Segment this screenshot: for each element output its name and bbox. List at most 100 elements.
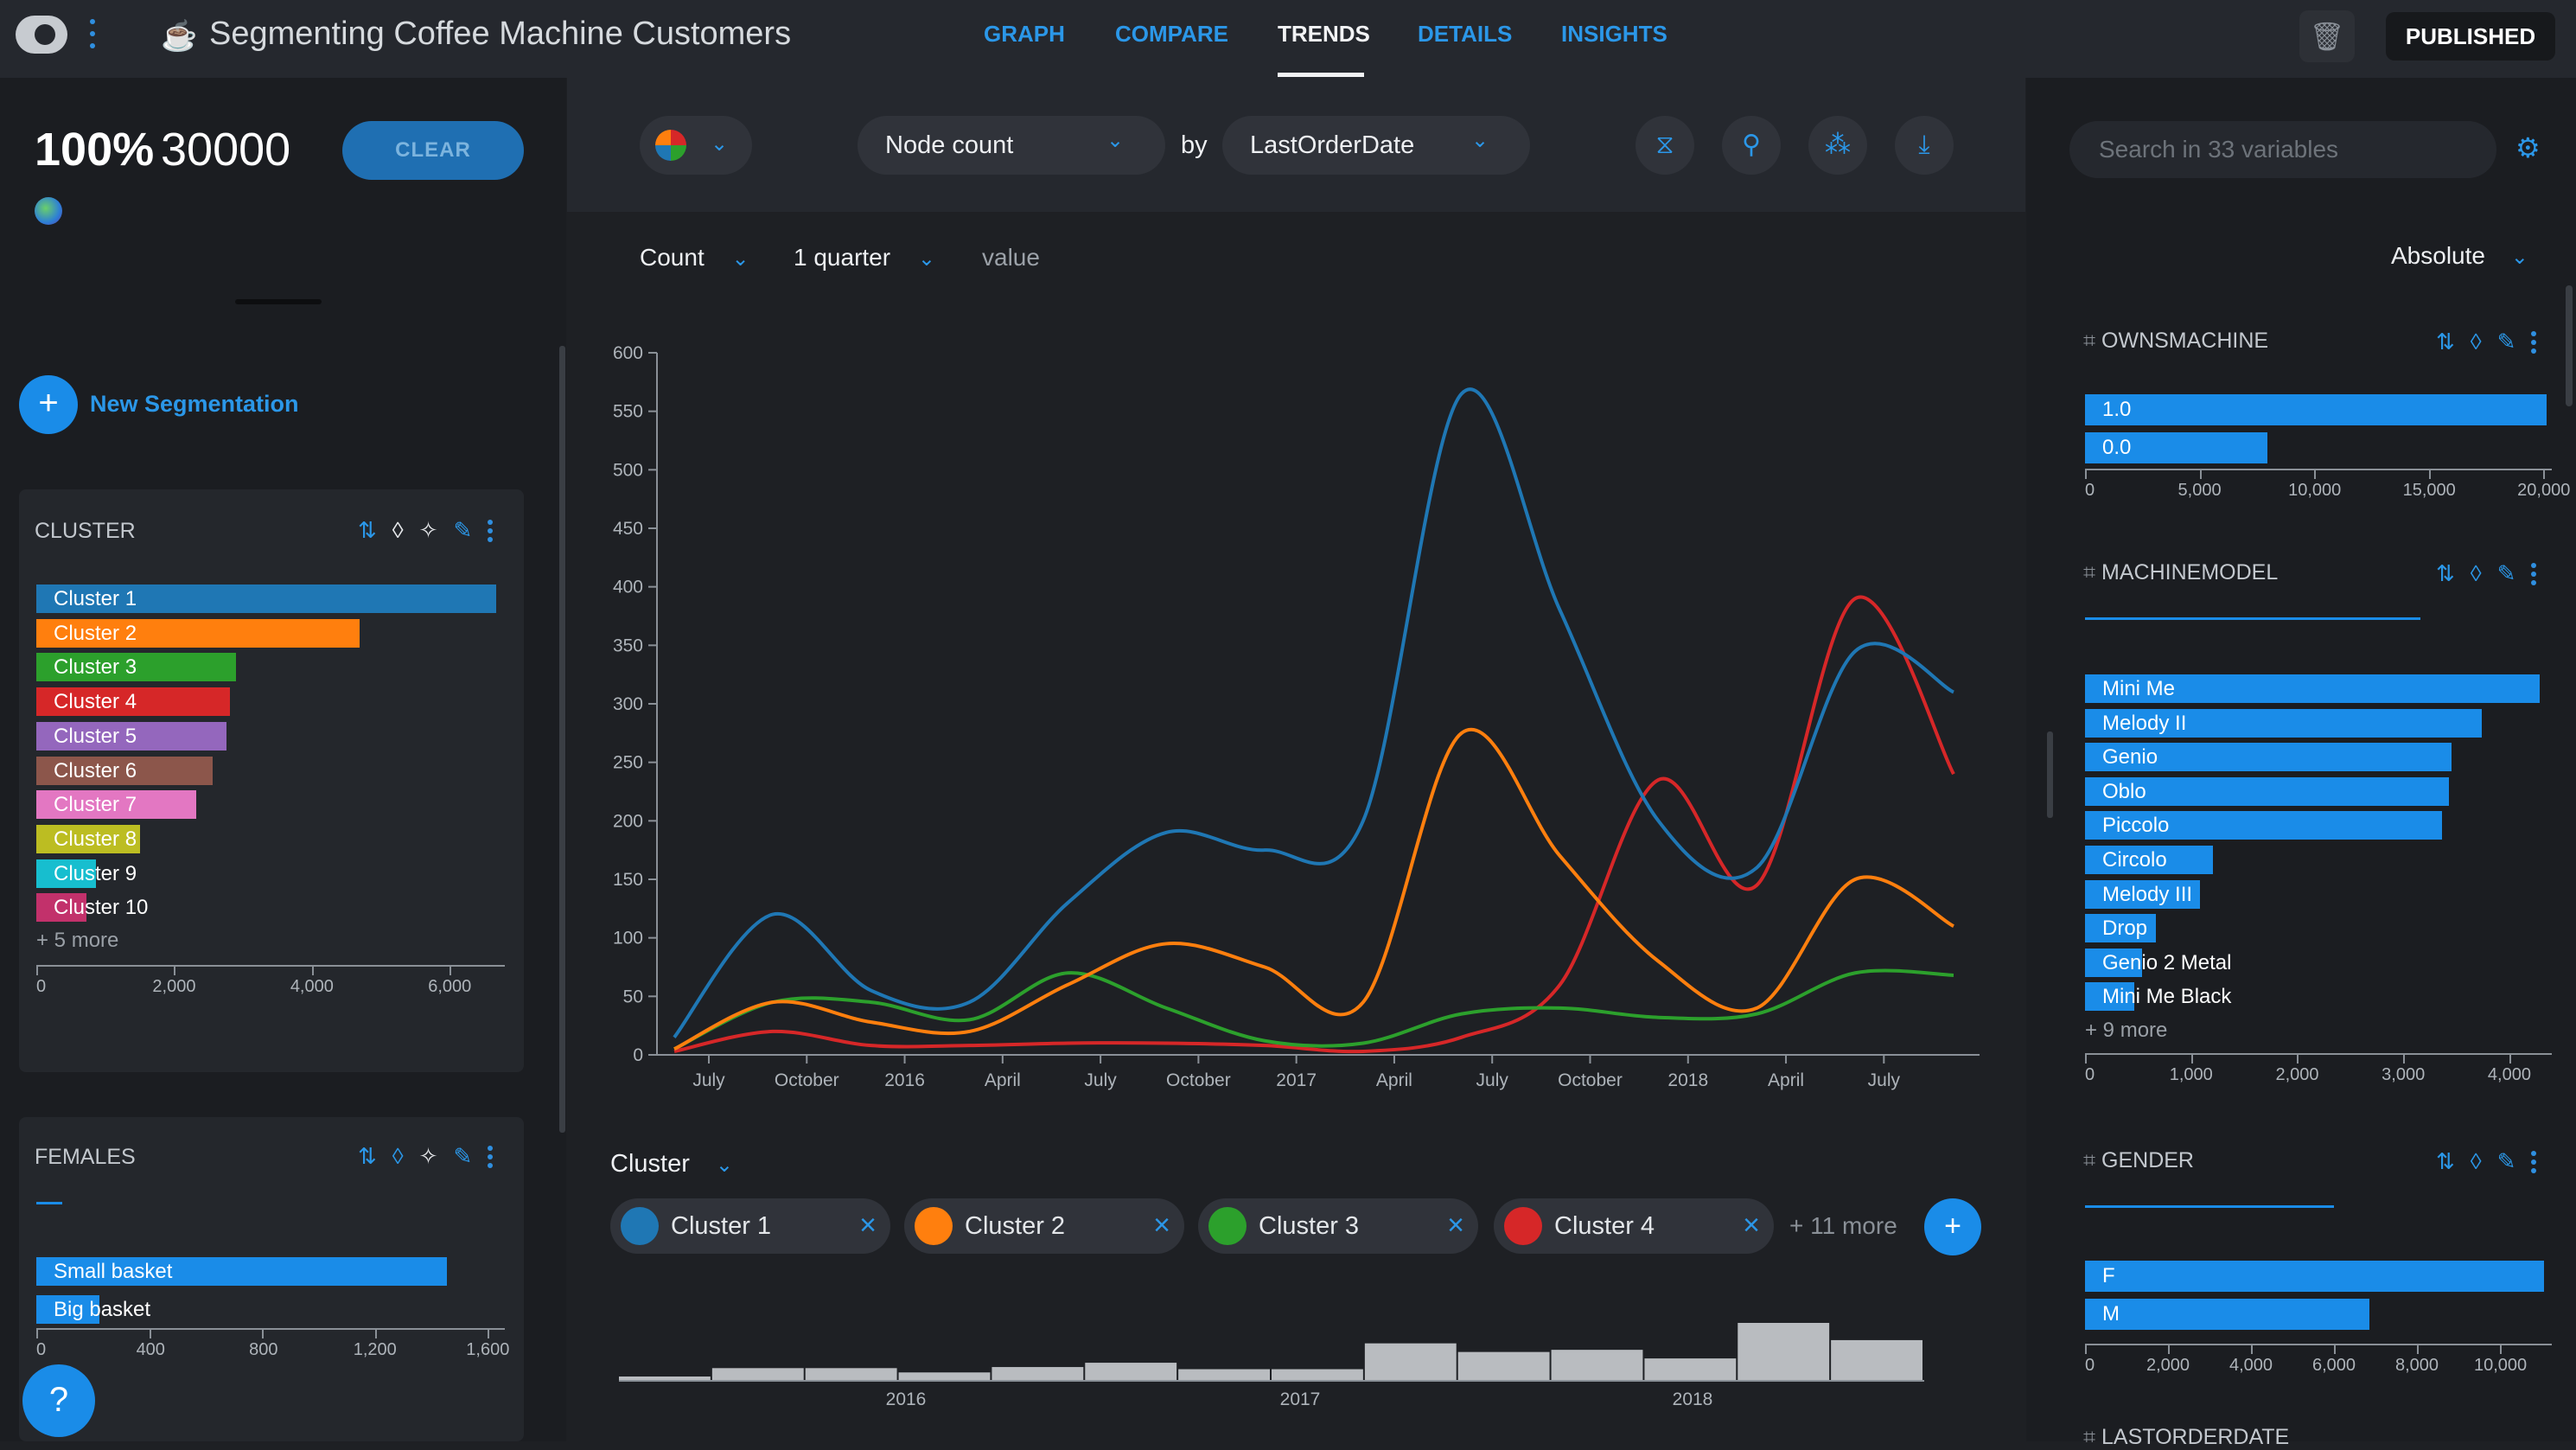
panel-resize-handle[interactable]	[235, 299, 322, 304]
active-tab-indicator	[1278, 73, 1364, 77]
edit-icon[interactable]: ✎	[453, 1143, 473, 1169]
cluster-bar[interactable]: Cluster 2	[36, 618, 360, 648]
more-options-icon[interactable]	[2531, 1150, 2537, 1173]
app-logo-icon[interactable]	[16, 16, 67, 54]
more-options-icon[interactable]	[2531, 330, 2537, 354]
color-drop-icon[interactable]: ◊	[2470, 329, 2482, 355]
close-icon[interactable]: ×	[1153, 1209, 1170, 1242]
left-panel-scrollbar[interactable]	[559, 346, 565, 1133]
pin-icon[interactable]: ✧	[418, 1143, 438, 1169]
machinemodel-bar[interactable]: Mini Me Black	[2085, 982, 2231, 1012]
x-tick-label: April	[1376, 1070, 1412, 1090]
sort-icon[interactable]: ⇅	[358, 517, 377, 543]
legend-chip-cluster-4[interactable]: Cluster 4 ×	[1494, 1198, 1774, 1254]
machinemodel-bar[interactable]: Circolo	[2085, 846, 2213, 874]
machinemodel-bar[interactable]: Drop	[2085, 914, 2156, 943]
trend-sparkle-icon[interactable]: ⁂	[1808, 116, 1867, 175]
sort-icon[interactable]: ⇅	[2436, 329, 2455, 355]
tab-compare[interactable]: COMPARE	[1115, 21, 1228, 47]
gender-axis-ticks: 0 2,000 4,000 6,000 8,000 10,000	[2085, 1345, 2552, 1380]
gear-icon[interactable]: ⚙	[2515, 132, 2541, 163]
chevron-down-icon: ⌄	[1471, 129, 1489, 152]
tab-insights[interactable]: INSIGHTS	[1561, 21, 1667, 47]
sort-icon[interactable]: ⇅	[2436, 560, 2455, 586]
machinemodel-bar[interactable]: Genio	[2085, 743, 2452, 772]
machinemodel-bar[interactable]: Mini Me	[2085, 674, 2541, 703]
machinemodel-bar[interactable]: Melody III	[2085, 879, 2200, 909]
cluster-more-link[interactable]: + 5 more	[36, 929, 119, 952]
machinemodel-bar[interactable]: Piccolo	[2085, 811, 2442, 840]
color-drop-icon[interactable]: ◊	[2470, 560, 2482, 586]
ownsmachine-bar[interactable]: 0.0	[2085, 432, 2268, 463]
help-button[interactable]: ?	[22, 1364, 95, 1437]
variable-search-input[interactable]: Search in 33 variables	[2069, 121, 2496, 178]
edit-icon[interactable]: ✎	[2496, 1148, 2516, 1174]
aggregation-dropdown[interactable]: Count ⌄	[640, 244, 749, 271]
cluster-bar[interactable]: Cluster 8	[36, 824, 140, 853]
panel-resize-handle[interactable]	[2047, 731, 2053, 818]
trend-line-chart[interactable]: 0 50 100 150 200 250 300 350 400 450 500 550 600 July…	[567, 320, 2025, 1098]
cluster-bar[interactable]: Cluster 7	[36, 790, 197, 820]
edit-icon[interactable]: ✎	[453, 517, 473, 543]
metric-dropdown[interactable]: Node count ⌄	[858, 116, 1165, 175]
cluster-bar[interactable]: Cluster 5	[36, 721, 226, 751]
more-options-icon[interactable]	[488, 1145, 494, 1168]
cluster-bar[interactable]: Cluster 10	[36, 893, 148, 923]
published-button[interactable]: PUBLISHED	[2386, 12, 2555, 61]
females-bar[interactable]: Big basket	[36, 1295, 150, 1324]
cluster-bar[interactable]: Cluster 9	[36, 859, 137, 888]
females-bar[interactable]: Small basket	[36, 1257, 448, 1286]
color-palette-icon[interactable]	[35, 197, 62, 225]
cluster-bar[interactable]: Cluster 4	[36, 687, 230, 717]
new-segmentation-plus-icon[interactable]: +	[19, 375, 78, 434]
download-icon[interactable]: ⤓	[1895, 116, 1954, 175]
mode-dropdown[interactable]: Absolute ⌄	[2391, 242, 2528, 270]
pin-marker-icon[interactable]: ⚲	[1722, 116, 1781, 175]
color-scheme-dropdown[interactable]: ⌄	[640, 116, 752, 175]
tab-trends[interactable]: TRENDS	[1278, 21, 1370, 47]
color-drop-icon[interactable]: ◊	[2470, 1148, 2482, 1174]
machinemodel-bar[interactable]: Melody II	[2085, 708, 2483, 738]
cluster-bar[interactable]: Cluster 6	[36, 756, 214, 785]
right-panel-scrollbar[interactable]	[2566, 285, 2573, 406]
metric-value: Node count	[885, 131, 1014, 159]
legend-chip-cluster-3[interactable]: Cluster 3 ×	[1198, 1198, 1478, 1254]
legend-chip-cluster-1[interactable]: Cluster 1 ×	[610, 1198, 890, 1254]
tab-graph[interactable]: GRAPH	[984, 21, 1065, 47]
more-options-icon[interactable]	[488, 519, 494, 542]
close-icon[interactable]: ×	[1743, 1209, 1760, 1242]
add-series-button[interactable]: +	[1924, 1198, 1981, 1255]
machinemodel-bar[interactable]: Genio 2 Metal	[2085, 948, 2231, 977]
machinemodel-more-link[interactable]: + 9 more	[2085, 1019, 2168, 1042]
sort-icon[interactable]: ⇅	[358, 1143, 377, 1169]
interval-dropdown[interactable]: 1 quarter ⌄	[794, 244, 935, 271]
filter-icon[interactable]: ⧖	[1636, 116, 1694, 175]
machinemodel-bar[interactable]: Oblo	[2085, 776, 2449, 806]
new-segmentation-link[interactable]: New Segmentation	[90, 391, 299, 417]
edit-icon[interactable]: ✎	[2496, 329, 2516, 355]
gender-bar[interactable]: F	[2085, 1261, 2544, 1292]
pin-icon[interactable]: ✧	[418, 517, 438, 543]
clear-button[interactable]: CLEAR	[342, 121, 524, 180]
date-range-histogram[interactable]: 2016 2017 2018	[567, 1304, 2025, 1416]
color-drop-icon[interactable]: ◊	[392, 1143, 404, 1169]
ownsmachine-tick-mark	[2428, 470, 2431, 479]
color-drop-icon[interactable]: ◊	[392, 517, 404, 543]
edit-icon[interactable]: ✎	[2496, 560, 2516, 586]
dimension-dropdown[interactable]: LastOrderDate ⌄	[1222, 116, 1530, 175]
legend-more-link[interactable]: + 11 more	[1789, 1212, 1897, 1239]
app-menu-icon[interactable]	[90, 19, 95, 48]
ownsmachine-bar[interactable]: 1.0	[2085, 394, 2547, 425]
legend-title[interactable]: Cluster ⌄	[610, 1150, 734, 1178]
legend-chip-cluster-2[interactable]: Cluster 2 ×	[904, 1198, 1184, 1254]
trash-icon[interactable]: 🗑	[2299, 10, 2355, 62]
gender-bar[interactable]: M	[2085, 1299, 2370, 1330]
more-options-icon[interactable]	[2531, 562, 2537, 585]
close-icon[interactable]: ×	[859, 1209, 877, 1242]
cluster-bar[interactable]: Cluster 3	[36, 653, 237, 682]
cluster-bar[interactable]: Cluster 1	[36, 584, 497, 613]
sort-icon[interactable]: ⇅	[2436, 1148, 2455, 1174]
close-icon[interactable]: ×	[1447, 1209, 1464, 1242]
tab-details[interactable]: DETAILS	[1418, 21, 1513, 47]
dimension-value: LastOrderDate	[1250, 131, 1415, 159]
